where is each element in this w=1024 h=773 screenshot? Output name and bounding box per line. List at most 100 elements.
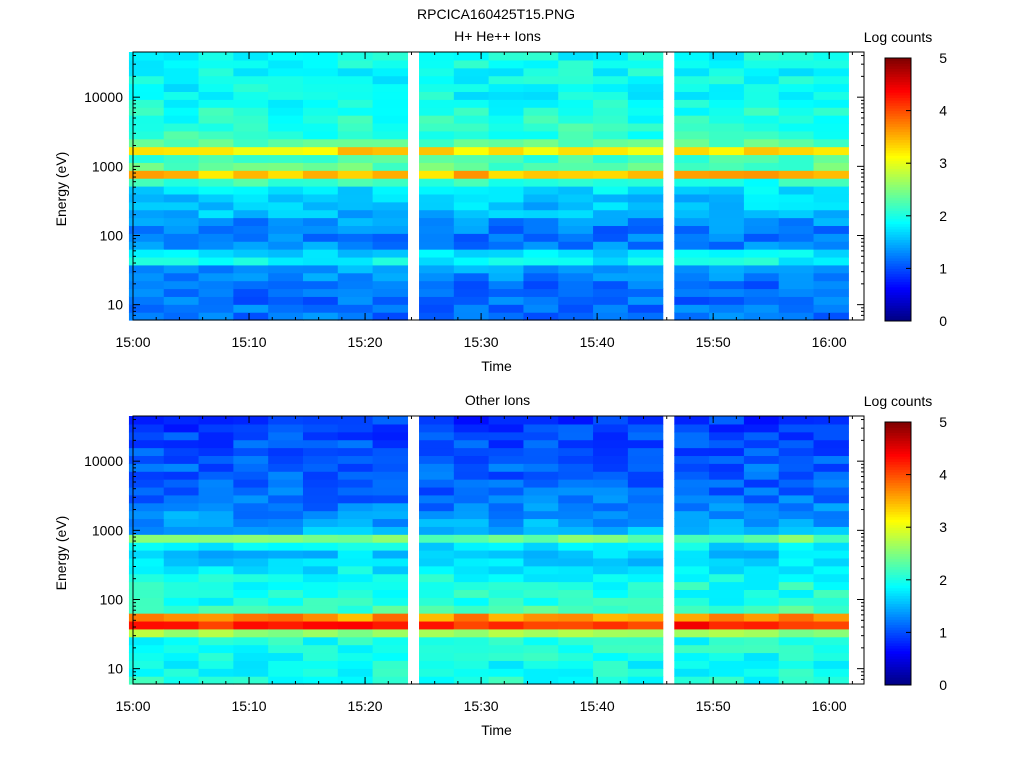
colorbar-segment [885,234,911,238]
heatmap-cell [709,256,745,266]
heatmap-cell [778,676,815,685]
heatmap-cell [813,83,849,93]
heatmap-cell [709,581,745,591]
heatmap-cell [337,288,374,297]
heatmap-cell [709,557,745,567]
heatmap-cell [778,217,815,227]
heatmap-cell [778,170,815,179]
heatmap-cell [233,447,269,457]
heatmap-cell [419,463,455,472]
heatmap-cell [813,249,849,258]
heatmap-cell [558,510,594,520]
heatmap-cell [453,115,490,124]
colorbar-segment [885,458,911,462]
heatmap-cell [593,628,629,638]
colorbar-segment [885,255,911,259]
heatmap-cell [743,59,780,69]
heatmap-cell [128,146,165,156]
heatmap-cell [743,542,780,551]
heatmap-cell [337,644,374,654]
heatmap-cell [593,99,629,108]
colorbar-segment [885,173,911,177]
heatmap-cell [372,534,409,543]
colorbar-segment [885,60,911,64]
heatmap-cell [558,439,594,449]
heatmap-cell [523,636,559,646]
heatmap-cell [419,233,455,242]
heatmap-cell [593,304,629,313]
heatmap-cell [743,256,780,266]
heatmap-cell [778,59,815,69]
heatmap-cell [813,272,849,282]
heatmap-cell [268,256,304,266]
heatmap-cell [419,479,455,488]
heatmap-cell [743,597,780,606]
heatmap-cell [302,91,339,100]
heatmap-cell [337,565,374,575]
colorbar-segment [885,168,911,172]
heatmap-cell [743,423,780,433]
heatmap-cell [813,660,849,669]
heatmap-cell [453,67,490,77]
heatmap-cell [128,154,165,163]
heatmap-cell [163,209,200,219]
colorbar-segment [885,595,911,599]
heatmap-cell [488,209,525,219]
heatmap-cell [674,557,710,567]
heatmap-cell [302,280,339,290]
heatmap-cell [419,162,455,171]
y-tick-label: 10 [107,661,123,677]
heatmap-cell [302,494,339,504]
heatmap-cell [233,431,269,441]
heatmap-cell [198,636,234,646]
heatmap-cell [488,272,525,282]
heatmap-cell [778,241,815,250]
heatmap-cell [778,122,815,132]
heatmap-cell [627,597,664,606]
heatmap-cell [268,455,304,464]
heatmap-cell [128,486,165,496]
heatmap-cell [674,59,710,69]
heatmap-cell [593,471,629,480]
heatmap-cell [674,471,710,480]
heatmap-cell [163,676,200,685]
heatmap-cell [372,154,409,163]
heatmap-cell [523,304,559,313]
heatmap-cell [709,668,745,677]
heatmap-cell [233,209,269,219]
x-axis-label: Time [481,722,512,738]
heatmap-cell [128,178,165,187]
heatmap-cell [163,652,200,661]
heatmap-cell [558,193,594,203]
heatmap-cell [337,241,374,250]
colorbar-segment [885,632,911,636]
heatmap-cell [558,605,594,614]
heatmap-cell [419,288,455,297]
colorbar-segment [885,627,911,631]
heatmap-cell [233,154,269,163]
heatmap-cell [233,288,269,297]
heatmap-cell [268,99,304,108]
heatmap-cell [778,581,815,591]
heatmap-cell [268,439,304,449]
heatmap-cell [163,636,200,646]
heatmap-cell [743,178,780,187]
heatmap-cell [558,463,594,472]
heatmap-cell [743,99,780,108]
heatmap-cell [488,494,525,504]
colorbar-segment [885,519,911,523]
heatmap-cell [128,138,165,148]
heatmap-cell [419,99,455,108]
heatmap-cell [523,170,559,179]
heatmap-cell [233,620,269,630]
heatmap-cell [488,280,525,290]
heatmap-cell [627,660,664,669]
heatmap-cell [233,423,269,433]
heatmap-cell [743,613,780,622]
heatmap-cell [558,613,594,622]
heatmap-cell [163,178,200,187]
heatmap-cell [128,99,165,108]
heatmap-cell [743,668,780,677]
colorbar-segment [885,635,911,639]
